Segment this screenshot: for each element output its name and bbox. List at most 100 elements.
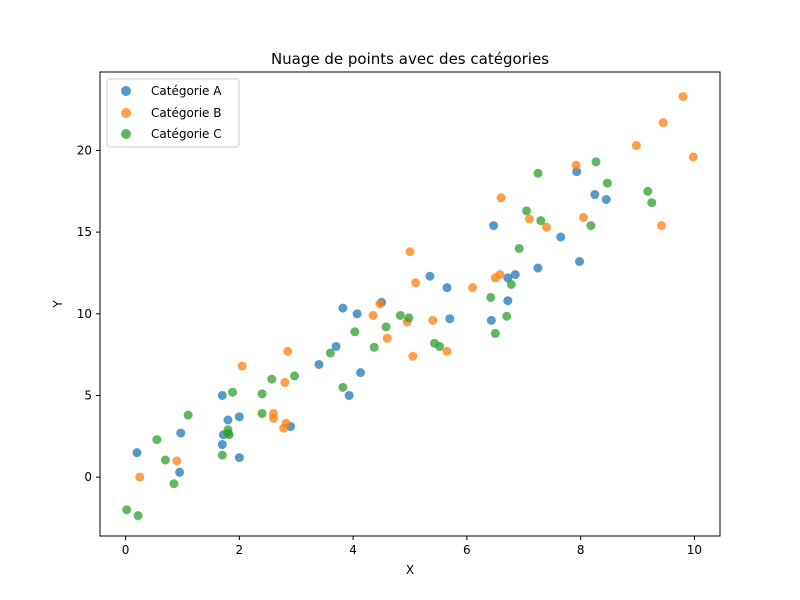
- x-axis: 0 2 4 6 8 10: [122, 536, 702, 557]
- data-point: [490, 328, 500, 338]
- x-tick-label: 0: [122, 543, 130, 557]
- data-point: [590, 190, 600, 200]
- data-point: [658, 118, 668, 128]
- data-point: [369, 342, 379, 352]
- data-point: [506, 279, 516, 289]
- data-point: [257, 408, 267, 418]
- data-point: [331, 341, 341, 351]
- data-point: [338, 303, 348, 313]
- legend-label-c: Catégorie C: [151, 127, 222, 141]
- data-point: [496, 193, 506, 203]
- data-point: [176, 428, 186, 438]
- x-tick-label: 8: [577, 543, 585, 557]
- data-point: [428, 315, 438, 325]
- x-axis-label: X: [406, 563, 414, 577]
- y-tick-label: 0: [84, 470, 92, 484]
- data-point: [169, 479, 179, 489]
- data-point: [223, 415, 233, 425]
- data-point: [290, 371, 300, 381]
- data-point: [442, 283, 452, 293]
- data-point: [647, 198, 657, 208]
- data-point: [578, 212, 588, 222]
- data-point: [172, 456, 182, 466]
- data-point: [411, 278, 421, 288]
- data-point: [643, 186, 653, 196]
- data-point: [510, 270, 520, 280]
- data-point: [350, 327, 360, 337]
- data-point: [352, 309, 362, 319]
- data-point: [375, 299, 385, 309]
- data-point: [468, 283, 478, 293]
- data-point: [314, 359, 324, 369]
- data-point: [575, 257, 584, 267]
- x-tick-label: 4: [349, 543, 357, 557]
- data-point: [524, 214, 534, 224]
- data-point: [135, 472, 145, 482]
- data-point: [122, 505, 132, 515]
- data-point: [257, 389, 267, 399]
- data-point: [445, 314, 455, 324]
- data-point: [486, 315, 496, 325]
- data-point: [489, 221, 499, 231]
- data-point: [183, 410, 193, 420]
- y-tick-label: 20: [77, 143, 92, 157]
- data-point: [234, 412, 244, 422]
- y-tick-label: 15: [77, 225, 92, 239]
- data-point: [601, 194, 611, 204]
- data-point: [536, 216, 546, 226]
- data-point: [631, 141, 641, 151]
- plot-frame: [99, 71, 721, 537]
- data-point: [495, 270, 505, 280]
- x-tick-label: 10: [687, 543, 702, 557]
- data-point: [678, 92, 688, 102]
- data-point: [602, 178, 612, 188]
- data-point: [228, 387, 238, 397]
- legend-marker-b: [121, 108, 131, 118]
- data-point: [405, 247, 415, 257]
- data-point: [514, 243, 524, 253]
- data-point: [395, 310, 405, 320]
- data-point: [217, 440, 227, 450]
- data-point: [486, 292, 496, 302]
- data-point: [572, 167, 582, 177]
- legend-marker-a: [121, 86, 131, 96]
- data-point: [325, 348, 335, 358]
- data-point: [556, 232, 566, 242]
- legend-box: [106, 78, 240, 148]
- data-point: [533, 263, 543, 273]
- data-point: [267, 374, 277, 384]
- data-point: [503, 296, 513, 306]
- x-tick-label: 6: [463, 543, 471, 557]
- data-point: [152, 435, 162, 445]
- legend-marker-c: [121, 129, 131, 139]
- data-point: [132, 448, 142, 458]
- data-point: [356, 368, 366, 378]
- data-point: [586, 221, 596, 231]
- data-point: [175, 467, 185, 477]
- y-axis-label: Y: [51, 300, 65, 309]
- data-point: [382, 333, 392, 343]
- data-point: [542, 222, 552, 232]
- data-point: [404, 313, 414, 323]
- x-tick-label: 2: [236, 543, 244, 557]
- legend-label-a: Catégorie A: [151, 84, 222, 98]
- y-tick-label: 10: [77, 307, 92, 321]
- data-point: [160, 455, 170, 465]
- data-point: [217, 450, 227, 460]
- data-point: [522, 206, 532, 216]
- legend-label-b: Catégorie B: [151, 106, 221, 120]
- series-b: [135, 92, 698, 482]
- data-point: [283, 346, 293, 356]
- data-point: [234, 453, 244, 463]
- data-point: [368, 310, 378, 320]
- data-point: [656, 221, 666, 231]
- data-point: [408, 351, 418, 361]
- y-tick-label: 5: [84, 388, 92, 402]
- data-point: [425, 271, 435, 281]
- legend: Catégorie A Catégorie B Catégorie C: [106, 78, 240, 148]
- data-point: [224, 430, 234, 440]
- data-point: [344, 390, 354, 400]
- data-point: [133, 511, 143, 521]
